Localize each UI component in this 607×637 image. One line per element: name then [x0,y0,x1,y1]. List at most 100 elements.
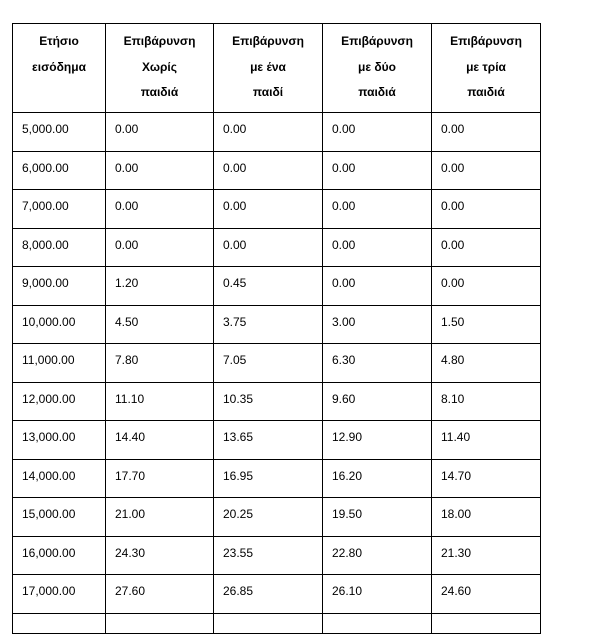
burden-cell: 6.30 [322,343,432,383]
burden-cell: 19.50 [322,497,432,537]
burden-cell: 9.60 [322,381,432,421]
column-header-line: με τρία [466,59,506,74]
tax-burden-table: Ετήσιο εισόδημα Επιβάρυνση Χωρίς παιδιά Επιβά… [12,23,541,634]
table-row: 17,000.00 27.60 26.85 26.10 24.60 [12,574,541,614]
burden-cell: 7.80 [105,343,214,383]
burden-cell: 24.30 [105,535,214,575]
header-row: Ετήσιο εισόδημα Επιβάρυνση Χωρίς παιδιά Επιβά… [12,23,541,113]
column-header-line: με δύο [358,59,396,74]
table-row: 5,000.00 0.00 0.00 0.00 0.00 [12,112,541,152]
burden-cell: 14.40 [105,420,214,460]
burden-cell: 4.80 [431,343,541,383]
income-cell: 14,000.00 [12,458,106,498]
burden-cell: 16.95 [213,458,323,498]
column-header-line: Επιβάρυνση [232,34,304,48]
empty-cell [213,612,323,634]
burden-cell: 21.30 [431,535,541,575]
table-row: 15,000.00 21.00 20.25 19.50 18.00 [12,497,541,537]
burden-cell: 14.70 [431,458,541,498]
burden-cell: 10.35 [213,381,323,421]
burden-cell: 17.70 [105,458,214,498]
burden-cell: 27.60 [105,574,214,614]
table-row: 10,000.00 4.50 3.75 3.00 1.50 [12,304,541,344]
empty-cell [12,612,106,634]
burden-cell: 0.00 [431,266,541,306]
burden-cell: 0.00 [213,112,323,152]
burden-cell: 4.50 [105,304,214,344]
income-cell: 7,000.00 [12,189,106,229]
table-row: 6,000.00 0.00 0.00 0.00 0.00 [12,150,541,190]
burden-cell: 16.20 [322,458,432,498]
empty-cell [105,612,214,634]
table-row: 12,000.00 11.10 10.35 9.60 8.10 [12,381,541,421]
burden-cell: 0.00 [213,227,323,267]
burden-cell: 0.00 [431,150,541,190]
burden-cell: 0.00 [431,112,541,152]
burden-cell: 22.80 [322,535,432,575]
column-header-line: παιδιά [140,85,179,99]
burden-cell: 0.00 [213,150,323,190]
column-header: Επιβάρυνση Χωρίς παιδιά [105,23,214,113]
burden-cell: 13.65 [213,420,323,460]
income-cell: 15,000.00 [12,497,106,537]
burden-cell: 0.00 [431,189,541,229]
burden-cell: 12.90 [322,420,432,460]
income-cell: 11,000.00 [12,343,106,383]
column-header-line: Επιβάρυνση [123,34,196,48]
income-cell: 5,000.00 [12,112,106,152]
burden-cell: 0.00 [105,227,214,267]
burden-cell: 8.10 [431,381,541,421]
burden-cell: 11.40 [431,420,541,460]
burden-cell: 0.00 [322,227,432,267]
burden-cell: 0.45 [213,266,323,306]
table-row: 9,000.00 1.20 0.45 0.00 0.00 [12,266,541,306]
column-header-line: εισόδημα [32,59,86,74]
burden-cell: 20.25 [213,497,323,537]
column-header-line: Επιβάρυνση [341,34,413,48]
empty-cell [322,612,432,634]
burden-cell: 1.50 [431,304,541,344]
burden-cell: 26.85 [213,574,323,614]
burden-cell: 0.00 [213,189,323,229]
burden-cell: 0.00 [431,227,541,267]
burden-cell: 0.00 [322,112,432,152]
burden-cell: 18.00 [431,497,541,537]
income-cell: 8,000.00 [12,227,106,267]
burden-cell: 23.55 [213,535,323,575]
table-row: 7,000.00 0.00 0.00 0.00 0.00 [12,189,541,229]
column-header-line: Ετήσιο [39,34,79,48]
column-header-line: με ένα [250,59,286,74]
column-header-line: Χωρίς [142,59,177,74]
income-cell: 16,000.00 [12,535,106,575]
income-cell: 17,000.00 [12,574,106,614]
column-header: Επιβάρυνση με δύο παιδιά [322,23,432,113]
burden-cell: 0.00 [105,150,214,190]
burden-cell: 7.05 [213,343,323,383]
income-cell: 9,000.00 [12,266,106,306]
table-row-partial [12,612,541,634]
column-header: Επιβάρυνση με ένα παιδί [213,23,323,113]
burden-cell: 0.00 [322,266,432,306]
table-row: 11,000.00 7.80 7.05 6.30 4.80 [12,343,541,383]
column-header: Ετήσιο εισόδημα [12,23,106,113]
burden-cell: 0.00 [322,189,432,229]
column-header-line: παιδιά [467,85,505,99]
burden-cell: 21.00 [105,497,214,537]
column-header-line: Επιβάρυνση [450,34,522,48]
burden-cell: 3.75 [213,304,323,344]
column-header-line: παιδιά [358,85,396,99]
burden-cell: 3.00 [322,304,432,344]
table-row: 16,000.00 24.30 23.55 22.80 21.30 [12,535,541,575]
burden-cell: 0.00 [105,189,214,229]
burden-cell: 26.10 [322,574,432,614]
column-header-line: παιδί [252,85,284,99]
income-cell: 13,000.00 [12,420,106,460]
empty-cell [431,612,541,634]
income-cell: 6,000.00 [12,150,106,190]
burden-cell: 1.20 [105,266,214,306]
column-header: Επιβάρυνση με τρία παιδιά [431,23,541,113]
burden-cell: 0.00 [105,112,214,152]
table-row: 13,000.00 14.40 13.65 12.90 11.40 [12,420,541,460]
burden-cell: 0.00 [322,150,432,190]
table-row: 8,000.00 0.00 0.00 0.00 0.00 [12,227,541,267]
